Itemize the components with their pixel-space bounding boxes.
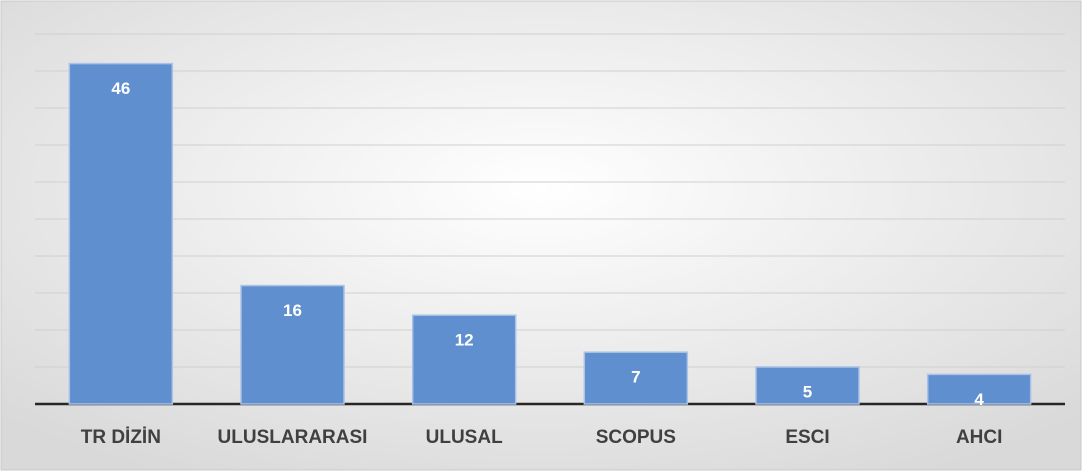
data-label: 46 bbox=[111, 79, 130, 98]
bar bbox=[755, 366, 860, 405]
x-tick-label: TR DİZİN bbox=[81, 427, 161, 448]
data-label: 12 bbox=[455, 331, 474, 350]
bar bbox=[240, 284, 345, 405]
bar bbox=[926, 373, 1032, 405]
x-tick-label: AHCI bbox=[956, 427, 1002, 448]
labels: TR DİZİN 46 ULUSLARARASI 16 ULUSAL 12 SCOPUS 7 E… bbox=[81, 79, 1003, 448]
bar bbox=[583, 351, 689, 405]
data-label: 5 bbox=[803, 382, 812, 401]
data-label: 16 bbox=[283, 301, 302, 320]
x-tick-label: ULUSLARARASI bbox=[218, 427, 368, 448]
x-tick-label: SCOPUS bbox=[596, 427, 676, 448]
x-tick-label: ULUSAL bbox=[426, 427, 503, 448]
data-label: 7 bbox=[631, 368, 640, 387]
grid bbox=[35, 33, 1065, 406]
bar bbox=[68, 62, 174, 405]
data-label: 4 bbox=[974, 390, 984, 409]
bars bbox=[68, 62, 1032, 405]
bar bbox=[411, 314, 517, 405]
x-tick-label: ESCI bbox=[785, 427, 829, 448]
